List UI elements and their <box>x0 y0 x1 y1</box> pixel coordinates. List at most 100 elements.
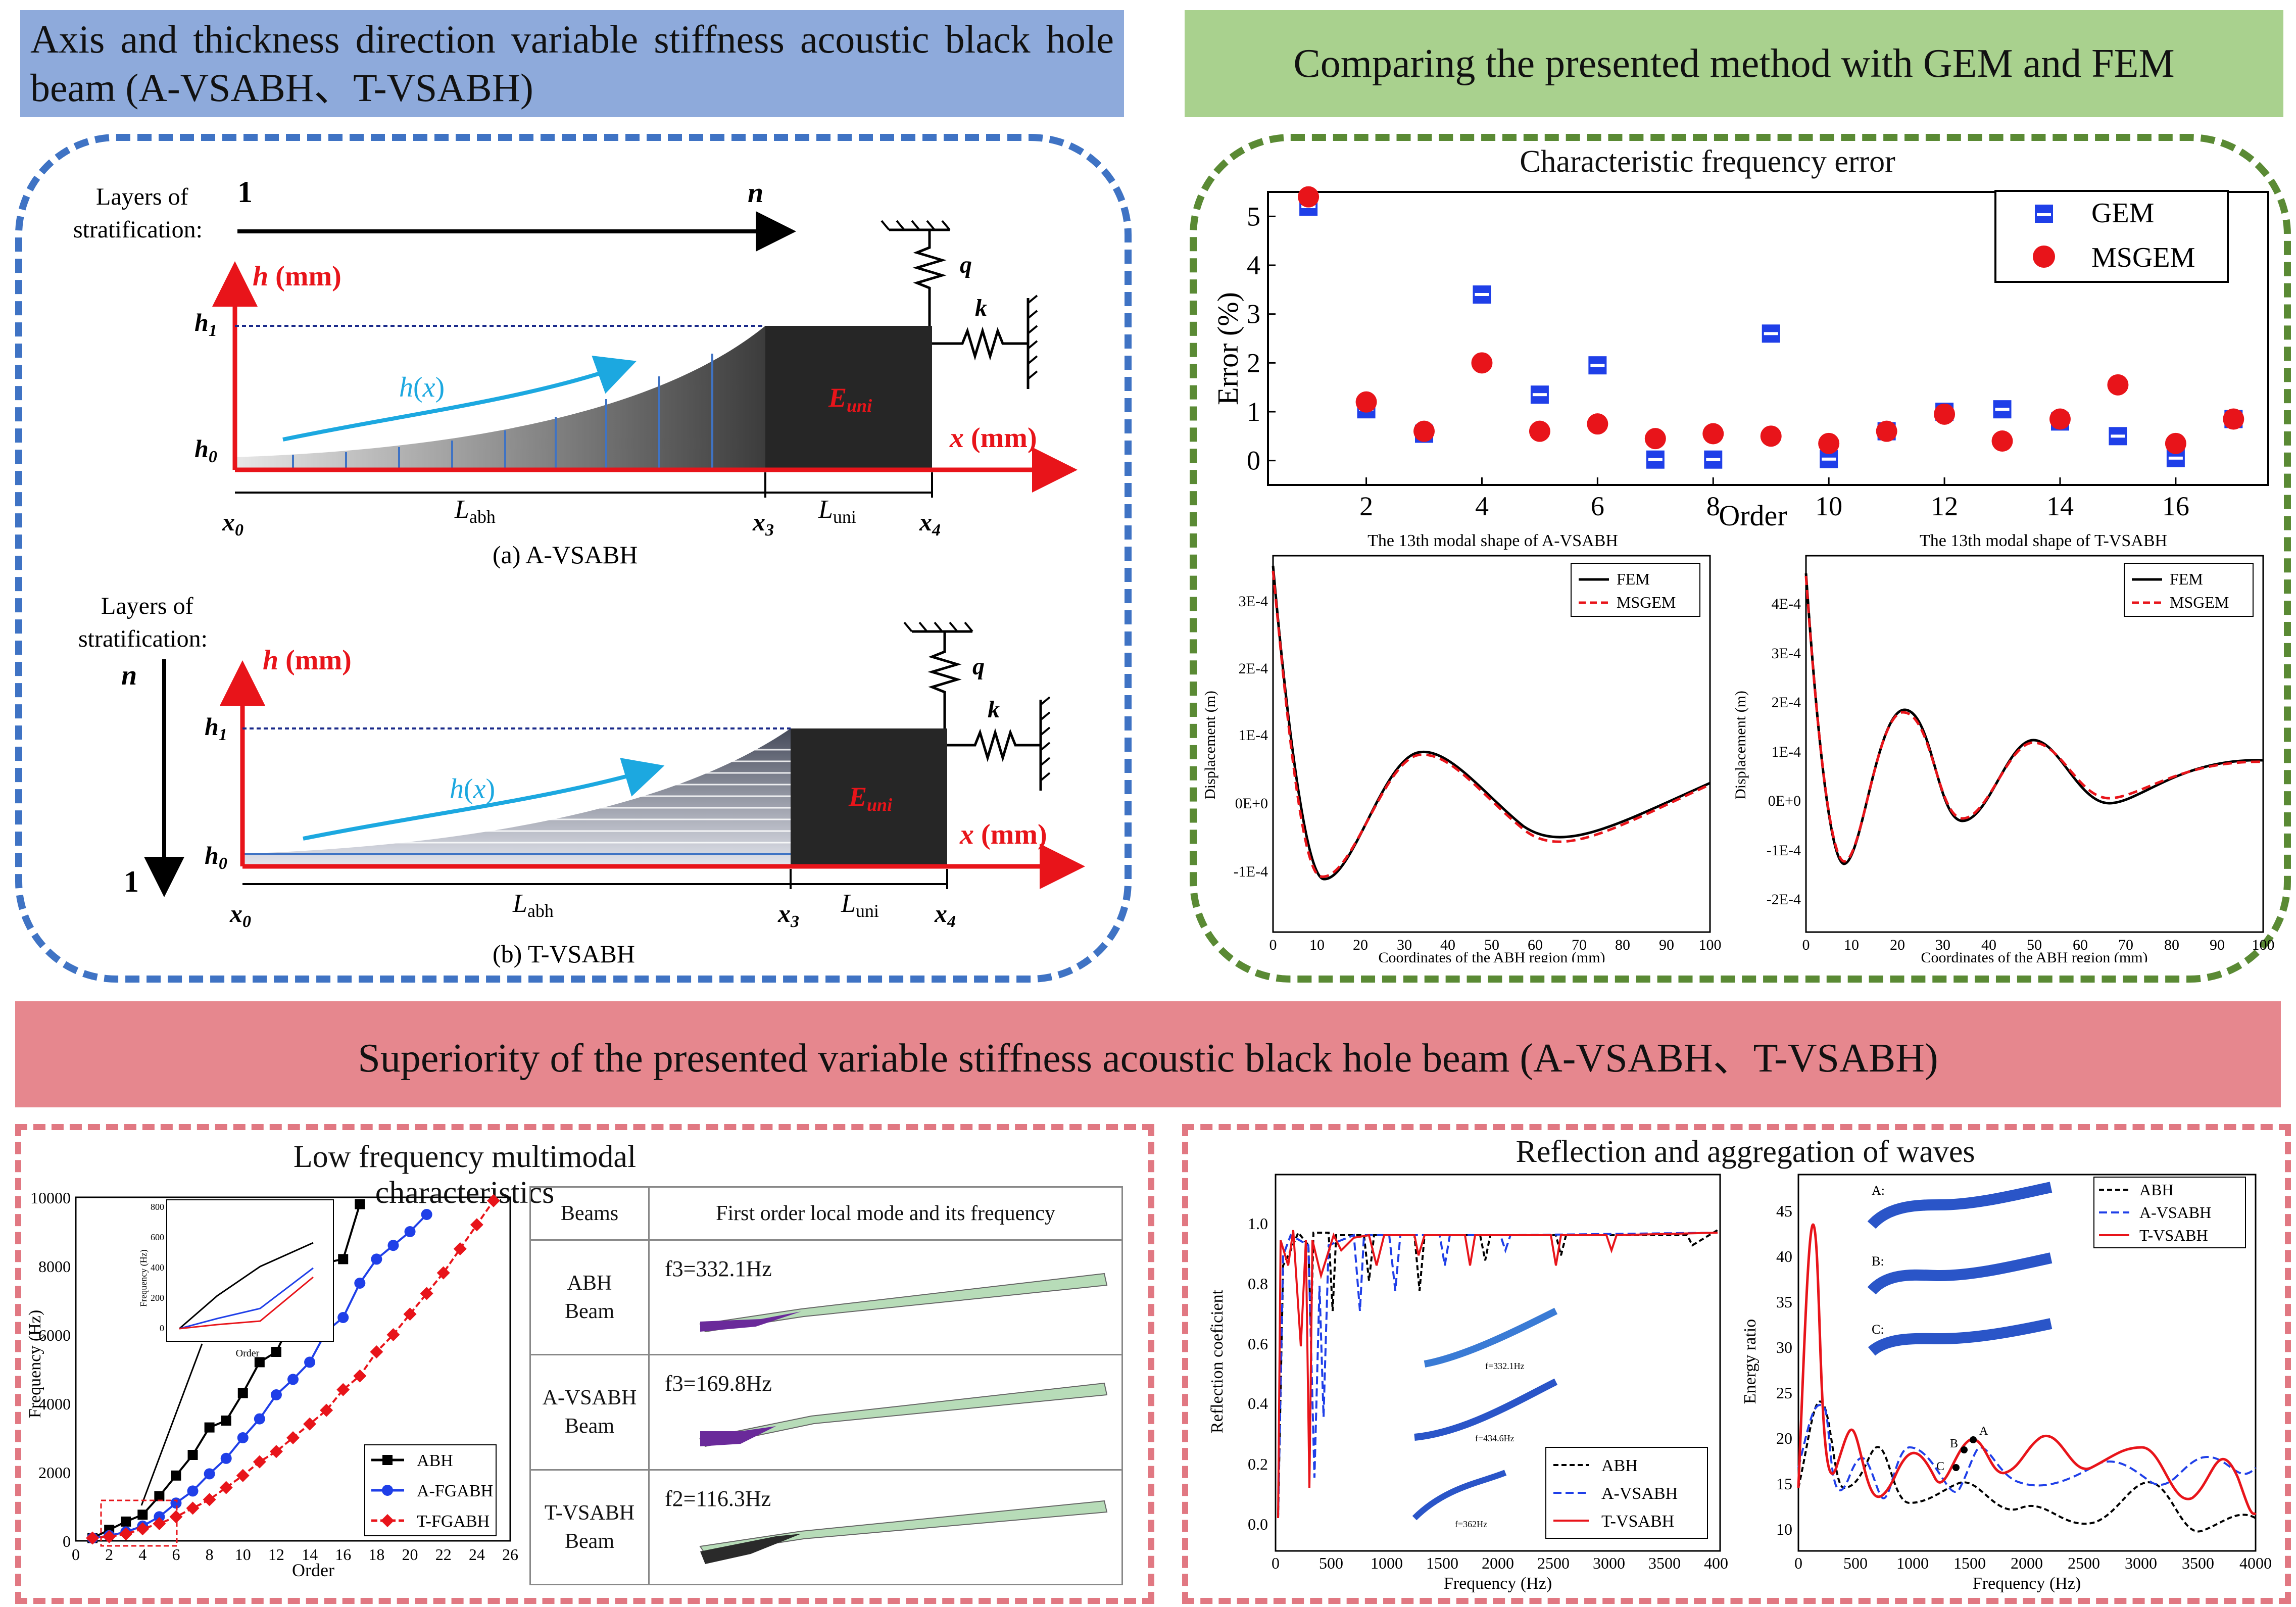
svg-text:90: 90 <box>1659 937 1674 953</box>
error-xtick: 12 <box>1931 491 1958 521</box>
mode-a-yticks: -1E-4 0E+0 1E-4 2E-4 3E-4 <box>1234 593 1268 880</box>
k-label-b: k <box>988 696 1000 723</box>
t-fgabh-point <box>436 1266 450 1280</box>
svg-text:45: 45 <box>1776 1202 1792 1220</box>
mode-b-yticks: -2E-4 -1E-4 0E+0 1E-4 2E-4 3E-4 4E-4 <box>1767 596 1801 908</box>
svg-text:400: 400 <box>151 1262 164 1273</box>
low-freq-ytick: 4000 <box>38 1395 71 1413</box>
energy-t-vsabh-line <box>1797 1223 2257 1516</box>
labh-label-b: Labh <box>512 889 554 921</box>
banner-middle: Superiority of the presented variable st… <box>15 1001 2281 1107</box>
abh-point <box>121 1516 131 1527</box>
a-fgabh-point <box>270 1389 282 1400</box>
svg-text:35: 35 <box>1776 1293 1792 1311</box>
luni-label-a: Luni <box>818 495 856 527</box>
legend-gem-label: GEM <box>2091 198 2154 229</box>
svg-text:2500: 2500 <box>1537 1554 1570 1572</box>
mode-a-xticks: 0 10 20 30 40 50 60 70 80 90 100 <box>1269 937 1722 953</box>
panel-method-comparison <box>1190 134 2291 983</box>
gem-point <box>1704 450 1723 469</box>
error-ytick: 2 <box>1247 348 1260 378</box>
zoom-box <box>100 1499 178 1547</box>
svg-text:0: 0 <box>1269 937 1277 953</box>
x3-label-b: x3 <box>777 899 799 931</box>
h0-label-a: h0 <box>194 434 217 466</box>
t-fgabh-point <box>336 1383 350 1396</box>
t-fgabh-point <box>136 1522 150 1536</box>
a-fgabh-point <box>287 1374 299 1385</box>
low-freq-inset <box>166 1199 334 1342</box>
abh-point <box>355 1199 365 1209</box>
svg-text:0.0: 0.0 <box>1248 1515 1268 1533</box>
panel-beam-schematics <box>15 134 1132 983</box>
layers-label-a-2: stratification: <box>73 216 203 243</box>
layer-dividers-a <box>292 354 713 470</box>
msgem-point <box>1818 432 1840 454</box>
svg-text:0: 0 <box>1272 1554 1280 1572</box>
caption-b: (b) T-VSABH <box>493 940 635 968</box>
svg-text:0.6: 0.6 <box>1248 1335 1268 1353</box>
freq-a-vsabh: f3=169.8Hz <box>665 1371 772 1396</box>
low-freq-xtick: 4 <box>138 1545 146 1564</box>
low-freq-xtick: 14 <box>302 1545 318 1564</box>
msgem-point <box>1934 403 1956 425</box>
svg-text:3E-4: 3E-4 <box>1239 593 1268 610</box>
t-fgabh-point <box>420 1287 433 1300</box>
a-fgabh-point <box>337 1312 349 1323</box>
inset-label-b: B: <box>1872 1254 1884 1269</box>
panel-wave-reflection <box>1182 1124 2291 1604</box>
a-fgabh-point <box>154 1511 165 1523</box>
svg-text:-2E-4: -2E-4 <box>1767 891 1801 908</box>
q-label-a: q <box>960 252 972 278</box>
mode-a-ylabel: Displacement (m) <box>1202 691 1218 800</box>
reflection-yticks: 0.0 0.2 0.4 0.6 0.8 1.0 <box>1248 1214 1268 1533</box>
svg-text:70: 70 <box>1572 937 1587 953</box>
svg-text:3000: 3000 <box>1593 1554 1625 1572</box>
h-axis-label-a: h (mm) <box>253 261 341 292</box>
mode-a-vsabh: f3=169.8Hz <box>648 1354 1123 1471</box>
reflection-title: Reflection and aggregation of waves <box>1516 1135 1975 1169</box>
msgem-point <box>1587 413 1608 435</box>
t-fgabh-point <box>236 1469 250 1482</box>
error-chart-title: Characteristic frequency error <box>1520 144 1895 179</box>
error-ytick: 5 <box>1247 201 1260 231</box>
t-fgabh-point <box>403 1307 417 1321</box>
low-freq-xtick: 8 <box>206 1545 214 1564</box>
abh-point <box>221 1416 231 1426</box>
t-fgabh-point <box>386 1328 400 1341</box>
banner-middle-text: Superiority of the presented variable st… <box>358 1036 1938 1081</box>
t-fgabh-point <box>286 1431 300 1444</box>
h1-label-a: h1 <box>194 308 217 340</box>
abh-point <box>154 1491 165 1501</box>
t-fgabh-point <box>370 1345 383 1358</box>
x4-label-a: x4 <box>919 508 941 540</box>
svg-text:500: 500 <box>1843 1554 1868 1572</box>
svg-text:0.4: 0.4 <box>1248 1394 1268 1413</box>
legend-a-fgabh: A-FGABH <box>417 1482 493 1500</box>
svg-text:-1E-4: -1E-4 <box>1234 863 1268 880</box>
reflection-xlabel: Frequency (Hz) <box>1444 1574 1552 1593</box>
msgem-point <box>1529 420 1550 442</box>
msgem-point <box>1471 352 1493 374</box>
low-freq-ylabel: Frequency (Hz) <box>26 1310 44 1418</box>
inset-ylabel: Frequency (Hz) <box>138 1249 149 1306</box>
svg-text:4E-4: 4E-4 <box>1772 596 1801 612</box>
gem-point <box>1993 400 2012 419</box>
a-fgabh-point <box>304 1356 316 1368</box>
reflection-legend-abh: ABH <box>1601 1456 1638 1475</box>
reflection-abh-line <box>1277 1229 1719 1519</box>
msgem-point <box>1413 420 1435 442</box>
svg-text:70: 70 <box>2118 937 2133 953</box>
low-freq-xtick: 0 <box>72 1545 80 1564</box>
svg-text:0: 0 <box>160 1323 164 1333</box>
svg-text:4000: 4000 <box>1704 1554 1728 1572</box>
svg-text:20: 20 <box>1890 937 1905 953</box>
energy-a-vsabh-line <box>1797 1404 2257 1499</box>
svg-text:90: 90 <box>2210 937 2225 953</box>
error-xtick: 4 <box>1475 491 1489 521</box>
svg-text:3500: 3500 <box>1648 1554 1681 1572</box>
low-freq-ytick: 8000 <box>38 1257 71 1276</box>
inset-label-c: C: <box>1872 1322 1884 1337</box>
support-hatch-a <box>881 220 951 231</box>
svg-text:20: 20 <box>1353 937 1368 953</box>
